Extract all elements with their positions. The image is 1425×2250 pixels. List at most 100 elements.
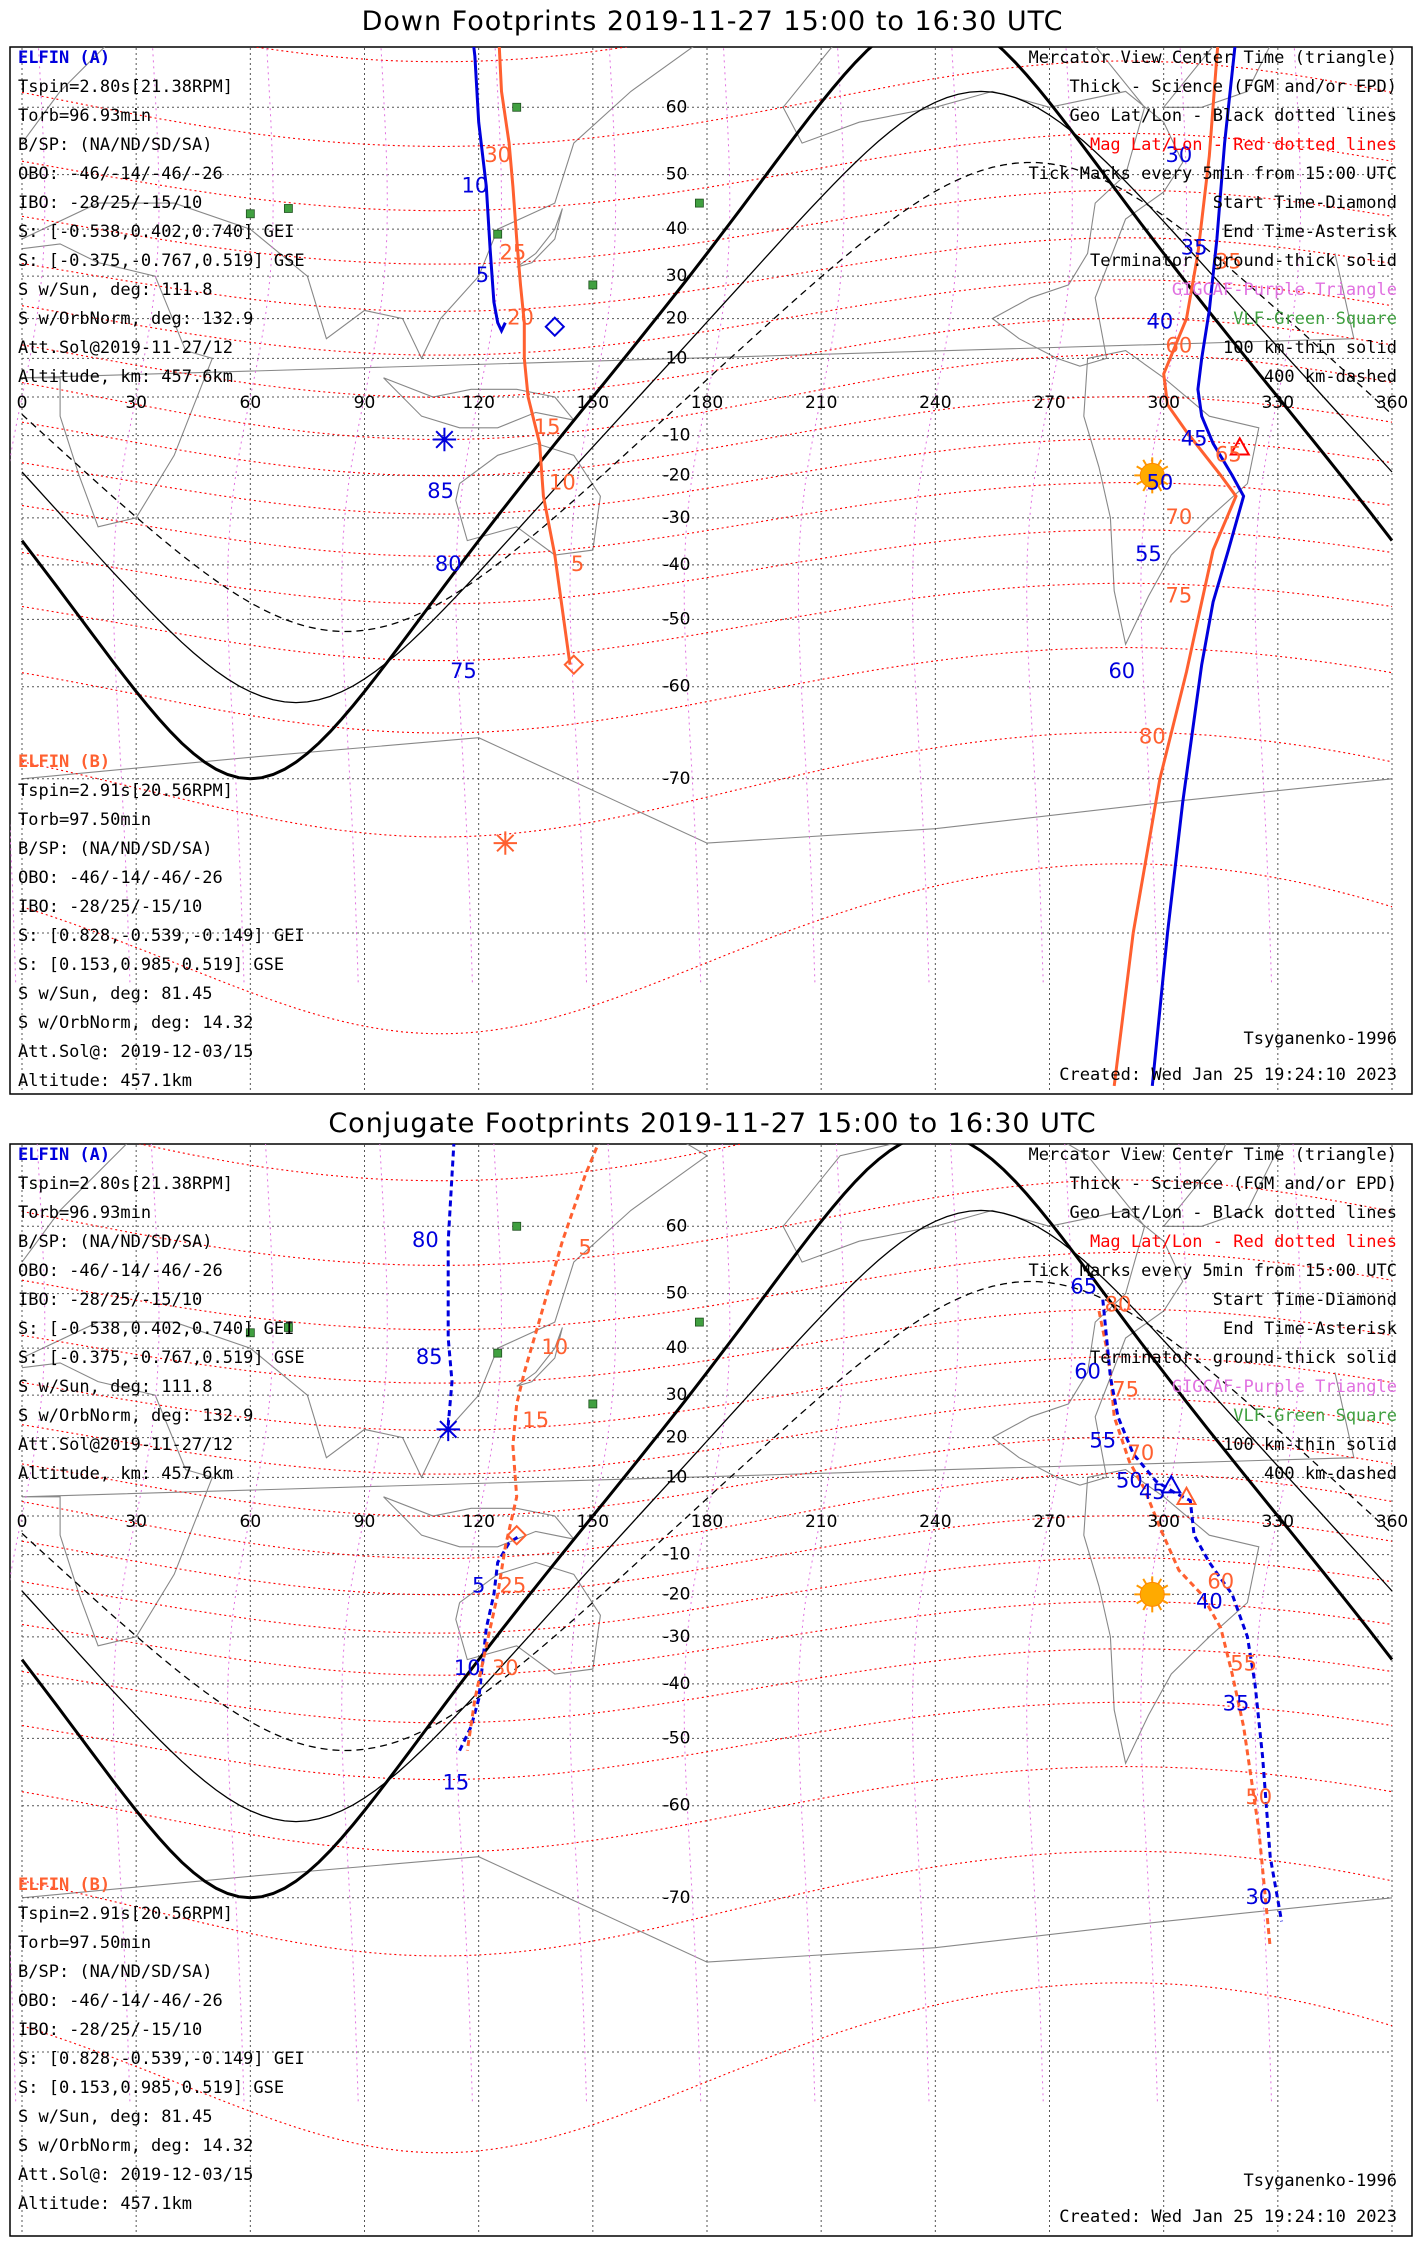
mag-meridian — [112, 47, 160, 983]
mag-meridian — [10, 1144, 46, 2102]
longitude-tick-label: 120 — [462, 393, 494, 413]
mag-latitude-line — [21, 1308, 1393, 1384]
mag-meridian — [569, 1144, 617, 2102]
trajectory-tick-label: 20 — [507, 306, 534, 330]
vlf-station-square — [493, 229, 503, 239]
mag-latitude-line — [21, 1356, 1393, 1431]
footprint-trace-0 — [446, 1144, 456, 1426]
elfin-a-info-line: Torb=96.93min — [18, 1203, 151, 1223]
end-asterisk-marker — [493, 831, 518, 855]
trajectory-tick-label: 5 — [476, 263, 489, 287]
trajectory-tick-label: 5 — [472, 1573, 485, 1597]
longitude-tick-label: 210 — [805, 1512, 837, 1532]
latitude-tick-label: -40 — [663, 555, 691, 575]
land-outline — [516, 1327, 563, 1387]
trajectory-tick-label: 30 — [492, 1656, 519, 1680]
trajectory-tick-label: 50 — [1116, 1468, 1143, 1492]
legend-entry: End Time-Asterisk — [1223, 1319, 1397, 1339]
trajectory-tick-label: 80 — [1105, 1292, 1132, 1316]
trajectory-tick-label: 30 — [1245, 1885, 1272, 1909]
land-outline — [1083, 350, 1260, 646]
model-label: Tsyganenko-1996 — [1243, 2171, 1397, 2191]
end-asterisk-marker — [436, 1417, 460, 1442]
latitude-tick-label: -10 — [663, 1545, 691, 1565]
center-triangle-marker — [1229, 436, 1251, 456]
legend-entry: Start Time-Diamond — [1213, 1290, 1397, 1310]
elfin-a-info-line: OBO: -46/-14/-46/-26 — [18, 1261, 223, 1281]
legend-entry: Mercator View Center Time (triangle) — [1029, 48, 1397, 68]
trajectory-tick-label: 55 — [1230, 1651, 1257, 1675]
model-label: Tsyganenko-1996 — [1243, 1029, 1397, 1049]
trajectory-tick-label: 75 — [450, 659, 477, 683]
latitude-tick-label: -20 — [663, 1584, 691, 1604]
trajectory-tick-label: 80 — [435, 552, 462, 576]
trajectory-tick-label: 15 — [442, 1771, 469, 1795]
mag-meridian — [911, 1144, 959, 2102]
panel-title-down: Down Footprints 2019-11-27 15:00 to 16:3… — [361, 6, 1064, 37]
mag-latitude-line — [21, 1701, 1393, 1781]
mag-meridian — [1140, 1144, 1188, 2102]
legend-entry: Geo Lat/Lon - Black dotted lines — [1069, 1203, 1397, 1223]
trajectory-tick-label: 15 — [522, 1408, 549, 1432]
longitude-tick-label: 30 — [125, 393, 147, 413]
center-triangle-marker — [1175, 1485, 1198, 1505]
trajectory-tick-label: 30 — [484, 143, 511, 167]
elfin-a-info-line: B/SP: (NA/ND/SD/SA) — [18, 1232, 212, 1252]
land-outline — [1163, 1144, 1281, 1227]
elfin-a-info-line: S w/Sun, deg: 111.8 — [18, 1377, 212, 1397]
vlf-station-square — [283, 1323, 293, 1332]
elfin-b-title: ELFIN (B) — [18, 1875, 110, 1895]
mag-meridian — [10, 47, 46, 983]
elfin-a-info-line: Att.Sol@2019-11-27/12 — [18, 338, 233, 358]
longitude-tick-label: 240 — [919, 1512, 951, 1532]
trajectory-tick-label: 85 — [416, 1345, 443, 1369]
legend-entry: GIGCAF-Purple Triangle — [1172, 280, 1397, 300]
sun-icon — [1139, 462, 1165, 488]
start-diamond-marker — [506, 1524, 528, 1546]
elfin-a-info-line: S: [-0.375,-0.767,0.519] GSE — [18, 1348, 305, 1368]
mag-latitude-line — [21, 353, 1393, 441]
footprint-trace-3 — [1097, 1310, 1272, 1948]
legend-entry: Terminator: ground-thick solid — [1090, 1348, 1397, 1368]
longitude-tick-label: 330 — [1262, 1512, 1294, 1532]
longitude-tick-label: 360 — [1376, 393, 1408, 413]
trajectory-tick-label: 55 — [1135, 542, 1162, 566]
elfin-a-info-line: IBO: -28/25/-15/10 — [18, 193, 202, 213]
elfin-a-info-line: S w/Sun, deg: 111.8 — [18, 280, 212, 300]
mag-meridian — [226, 47, 274, 983]
mag-meridian — [341, 47, 388, 983]
legend-entry: 100 km-thin solid — [1223, 338, 1397, 358]
elfin-a-info-line: IBO: -28/25/-15/10 — [18, 1290, 202, 1310]
mag-meridian — [797, 1144, 845, 2102]
mag-latitude-line — [21, 438, 1393, 515]
mag-meridian — [797, 47, 845, 983]
terminator-ground — [20, 47, 1394, 781]
map-plot-area: 3530252015105151058580752530354045505560… — [10, 47, 1394, 1093]
latitude-tick-label: -50 — [663, 1728, 691, 1748]
footprint-trace-3 — [1112, 47, 1238, 1087]
longitude-tick-label: 180 — [691, 1512, 723, 1532]
conjugate-footprints-map: 8085510155101525306560555045403530807570… — [9, 1142, 1413, 2237]
footprint-trace-4 — [1101, 1299, 1284, 1922]
elfin-b-info-line: S: [0.153,0.985,0.519] GSE — [18, 955, 284, 975]
legend-entry: 400 km-dashed — [1264, 1464, 1397, 1484]
trajectory-tick-label: 40 — [1196, 1590, 1223, 1614]
legend-entry: Mag Lat/Lon - Red dotted lines — [1090, 1232, 1397, 1252]
created-timestamp: Created: Wed Jan 25 19:24:10 2023 — [1059, 2207, 1397, 2227]
latitude-tick-label: -70 — [663, 1888, 691, 1908]
land-outline — [1083, 1469, 1260, 1765]
longitude-tick-label: 60 — [240, 393, 262, 413]
land-outline — [455, 1561, 601, 1675]
trajectory-tick-label: 65 — [1215, 442, 1242, 466]
trajectory-tick-label: 30 — [1166, 143, 1193, 167]
legend-entry: Thick - Science (FGM and/or EPD) — [1069, 1174, 1397, 1194]
center-triangle-marker — [1160, 1474, 1182, 1494]
longitude-tick-label: 300 — [1147, 393, 1179, 413]
legend-entry: Mercator View Center Time (triangle) — [1029, 1145, 1397, 1165]
elfin-b-info-line: S w/Sun, deg: 81.45 — [18, 2107, 212, 2127]
mag-latitude-line — [21, 731, 1393, 838]
trajectory-tick-label: 50 — [1146, 471, 1173, 495]
elfin-a-info-line: Torb=96.93min — [18, 106, 151, 126]
latitude-tick-label: -50 — [663, 609, 691, 629]
vlf-station-square — [245, 1328, 255, 1338]
